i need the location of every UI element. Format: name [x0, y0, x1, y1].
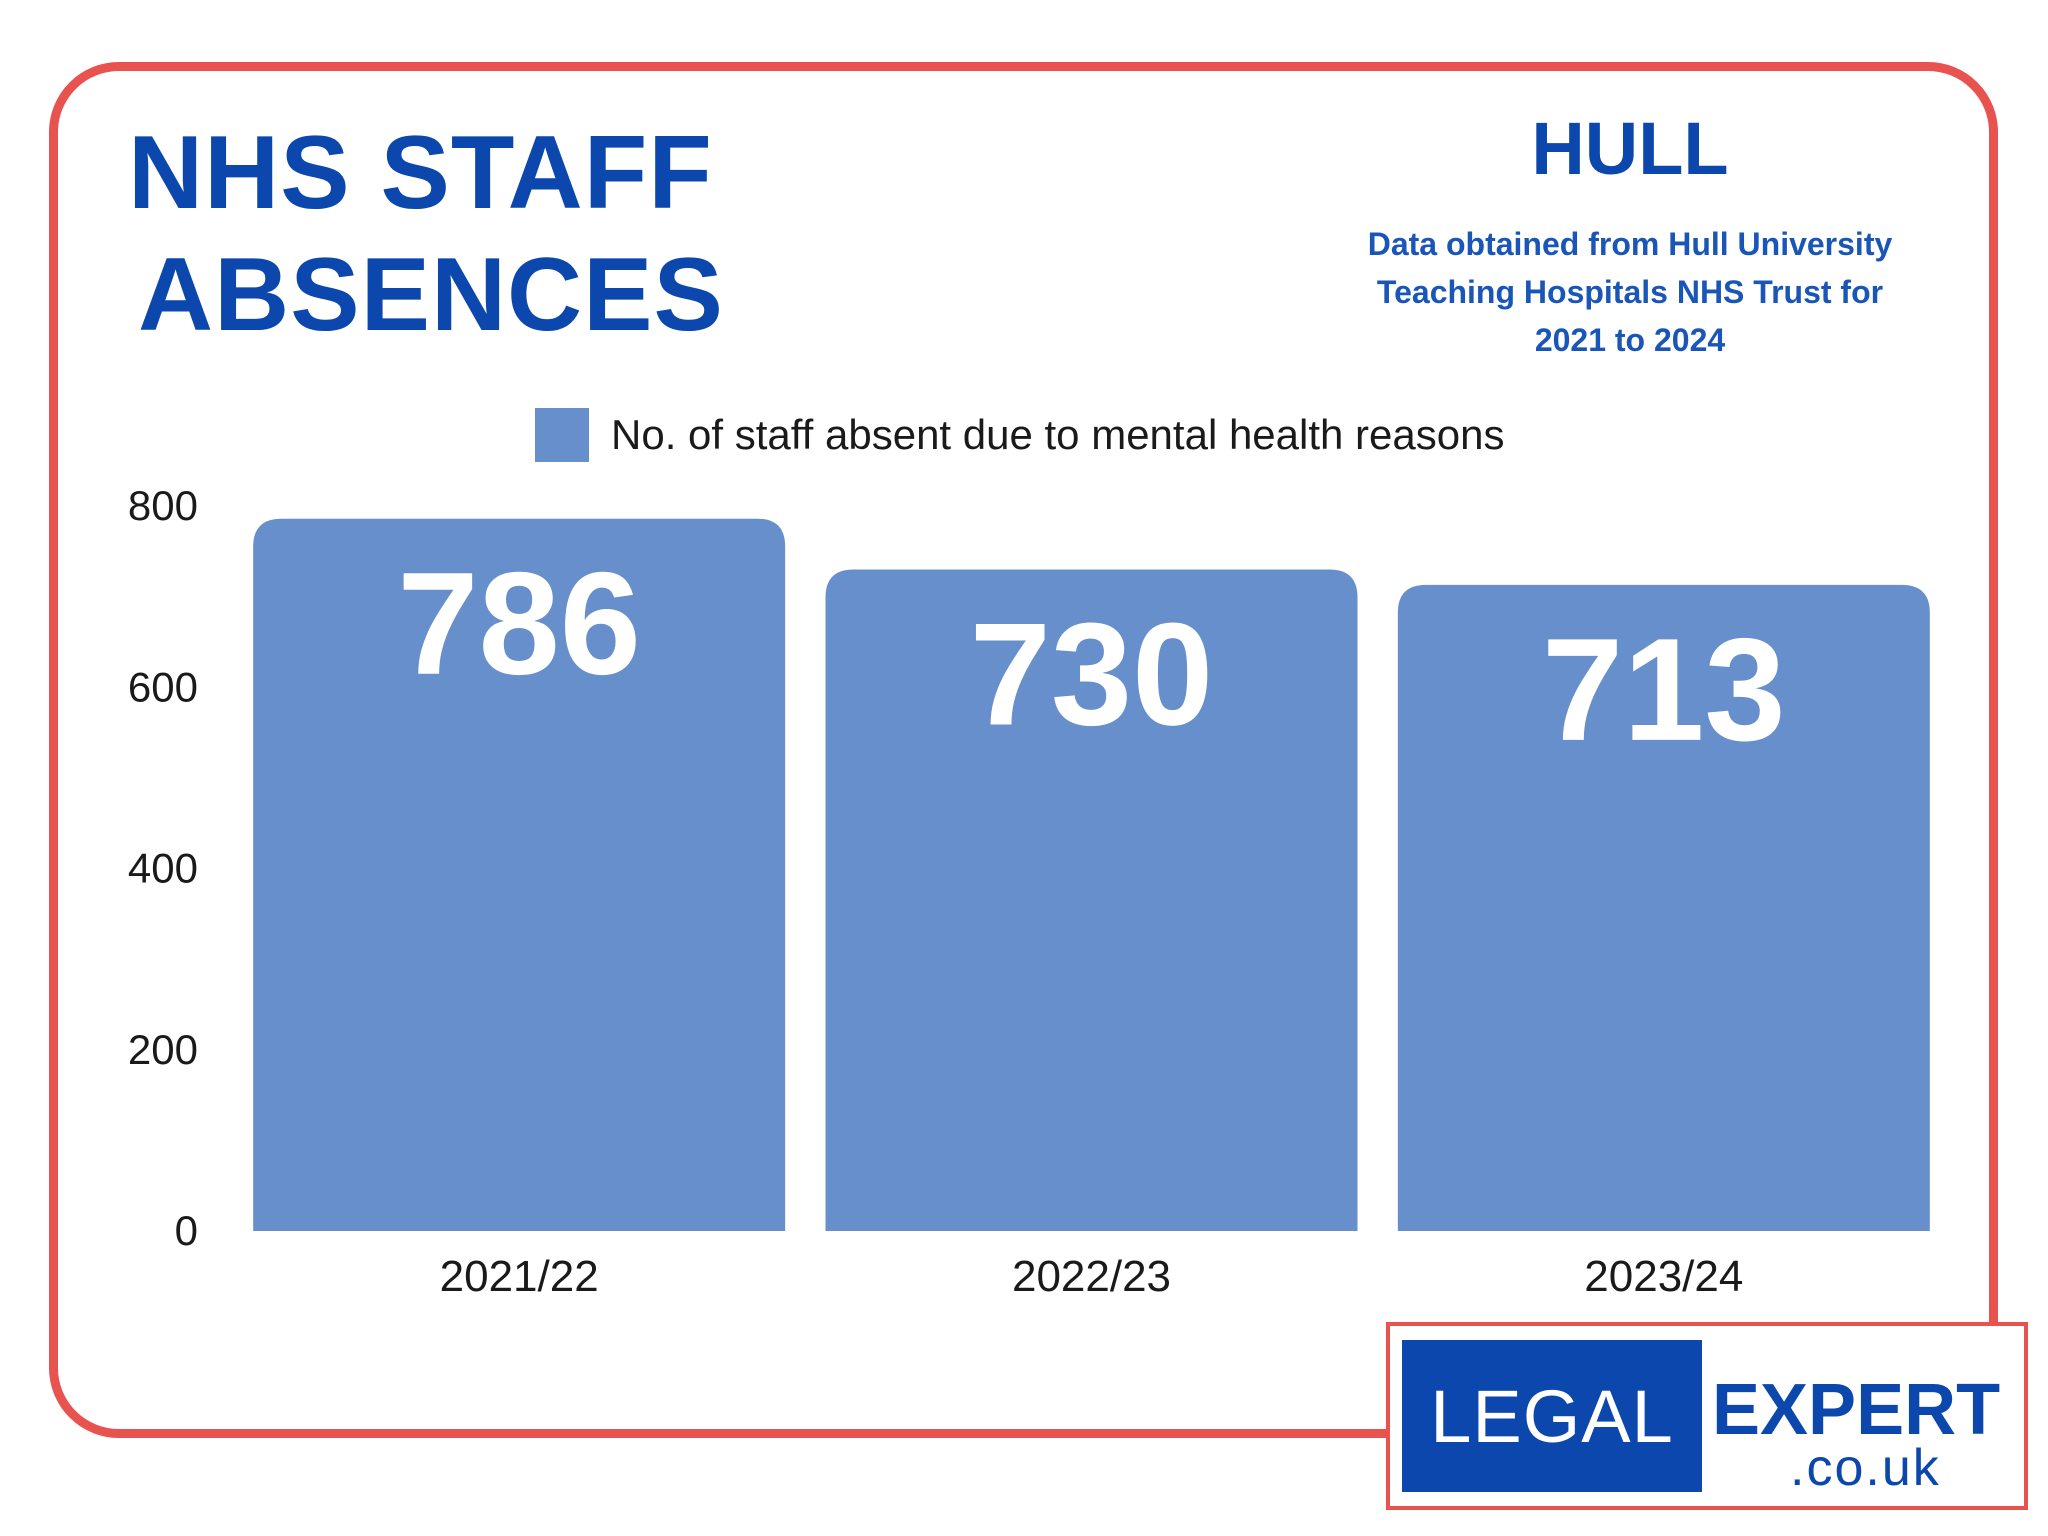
legend-swatch — [535, 408, 589, 462]
y-tick-label: 0 — [175, 1207, 198, 1254]
source-line-3: 2021 to 2024 — [1534, 322, 1726, 358]
region-label: HULL — [1531, 107, 1729, 190]
title-line-2: ABSENCES — [138, 237, 724, 353]
logo-left-text: LEGAL — [1402, 1340, 1702, 1492]
bar-value-label: 713 — [1542, 608, 1786, 771]
y-tick-label: 800 — [128, 482, 198, 529]
logo-domain-text: .co.uk — [1790, 1439, 1941, 1497]
source-line-2: Teaching Hospitals NHS Trust for — [1376, 274, 1884, 310]
x-tick-label: 2021/22 — [440, 1252, 599, 1301]
card-frame — [49, 62, 1998, 1438]
y-tick-label: 600 — [128, 663, 198, 710]
bar-2023-24 — [1397, 584, 1930, 1231]
legend-label: No. of staff absent due to mental health… — [611, 411, 1505, 458]
y-tick-label: 200 — [128, 1026, 198, 1073]
bar-value-label: 730 — [970, 592, 1214, 755]
source-note: Data obtained from Hull University Teach… — [1290, 220, 1970, 364]
bar-value-label: 786 — [397, 542, 641, 705]
source-line-1: Data obtained from Hull University — [1367, 226, 1893, 262]
page-title: NHS STAFF ABSENCES — [128, 112, 724, 356]
x-tick-label: 2022/23 — [1012, 1252, 1171, 1301]
logo-right-text: EXPERT — [1712, 1370, 2001, 1450]
title-line-1: NHS STAFF — [128, 115, 713, 231]
x-tick-label: 2023/24 — [1584, 1252, 1743, 1301]
bar-2022-23 — [825, 569, 1358, 1231]
y-tick-label: 400 — [128, 845, 198, 892]
legal-expert-logo: LEGAL EXPERT .co.uk — [1386, 1322, 2028, 1510]
chart-legend: No. of staff absent due to mental health… — [535, 408, 1504, 462]
bar-2021-22 — [253, 518, 786, 1231]
